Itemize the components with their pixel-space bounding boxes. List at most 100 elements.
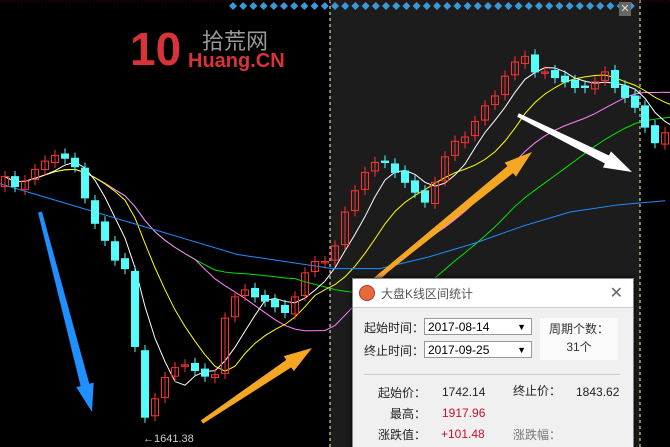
candle-up xyxy=(181,364,189,367)
high-value: 1917.96 xyxy=(442,406,486,420)
top-marker xyxy=(453,2,462,10)
end-price-label: 终止价： xyxy=(513,384,562,398)
end-time-select[interactable]: 2017-09-25 ▼ xyxy=(424,341,532,358)
top-marker xyxy=(249,2,258,10)
candle-down xyxy=(571,79,579,88)
candle-down xyxy=(81,167,89,199)
candle-down xyxy=(61,153,69,159)
divider xyxy=(364,374,620,375)
pullback-arrow xyxy=(517,113,632,172)
candle-down xyxy=(121,258,129,270)
candle-up xyxy=(301,272,309,296)
top-marker xyxy=(351,2,360,10)
candle-up xyxy=(451,140,459,156)
chevron-down-icon: ▼ xyxy=(517,322,526,332)
candle-up xyxy=(241,289,249,296)
ma60-line xyxy=(0,183,666,270)
down-trend-arrow xyxy=(38,211,94,412)
dialog-title: 大盘K线区间统计 xyxy=(381,286,474,301)
top-marker xyxy=(402,2,411,10)
candle-down xyxy=(91,200,99,224)
candle-down xyxy=(101,221,109,241)
top-marker xyxy=(269,2,278,10)
candle-down xyxy=(411,180,419,193)
candle-up xyxy=(31,169,39,180)
dialog-titlebar[interactable]: 大盘K线区间统计 ✕ xyxy=(353,279,633,308)
top-marker xyxy=(229,2,237,10)
candle-down xyxy=(191,362,199,371)
start-time-select[interactable]: 2017-08-14 ▼ xyxy=(424,318,532,335)
top-marker xyxy=(555,2,564,10)
ma20-line xyxy=(4,91,670,332)
candle-down xyxy=(131,270,139,347)
candle-down xyxy=(581,85,589,88)
change-label: 涨跌值： xyxy=(378,428,427,442)
candle-down xyxy=(551,70,559,79)
top-marker xyxy=(596,2,605,10)
candle-down xyxy=(381,160,389,163)
period-count-box: 周期个数： 31个 xyxy=(540,318,618,360)
top-marker xyxy=(371,2,380,10)
candle-down xyxy=(11,176,19,188)
top-marker xyxy=(300,2,309,10)
candle-up xyxy=(371,161,379,172)
candle-up xyxy=(341,211,349,246)
candle-up xyxy=(321,261,329,264)
candle-down xyxy=(141,350,149,418)
close-icon[interactable]: ✕ xyxy=(609,285,623,302)
candle-up xyxy=(311,261,319,272)
candle-up xyxy=(481,105,489,121)
end-price-value: 1843.62 xyxy=(576,385,620,399)
high-label: 最高： xyxy=(390,407,427,421)
candle-up xyxy=(501,75,509,96)
top-marker xyxy=(422,2,431,10)
candle-up xyxy=(291,296,299,315)
candle-down xyxy=(561,75,569,83)
top-marker xyxy=(524,2,533,10)
top-marker xyxy=(412,2,421,10)
up-trend-arrow-1 xyxy=(200,348,312,424)
start-price-value: 1742.14 xyxy=(442,385,486,399)
candle-up xyxy=(661,132,669,145)
candle-down xyxy=(621,85,629,98)
candle-down xyxy=(111,241,119,261)
ma10-line xyxy=(4,74,670,372)
candle-down xyxy=(271,299,279,308)
watermark-logo-mark: 10 xyxy=(130,23,182,75)
period-count-label: 周期个数： xyxy=(548,322,609,336)
candle-down xyxy=(421,190,429,203)
chevron-down-icon: ▼ xyxy=(517,345,526,355)
candle-up xyxy=(511,61,519,76)
watermark-logo: 10 拾荒网 Huang.CN xyxy=(130,22,285,76)
top-marker xyxy=(290,2,299,10)
ma5-line xyxy=(4,67,670,386)
top-marker xyxy=(473,2,482,10)
top-marker xyxy=(535,2,543,10)
candle-down xyxy=(261,295,269,302)
candle-up xyxy=(491,95,499,105)
candle-up xyxy=(151,398,159,417)
candle-up xyxy=(591,81,599,90)
top-marker xyxy=(586,2,594,10)
start-time-label: 起始时间： xyxy=(364,321,425,335)
top-marker xyxy=(382,2,390,10)
top-marker xyxy=(484,2,492,10)
top-marker xyxy=(463,2,472,10)
end-time-label: 终止时间： xyxy=(364,344,425,358)
candle-down xyxy=(531,54,539,73)
candle-up xyxy=(361,171,369,190)
top-marker xyxy=(494,2,503,10)
top-marker xyxy=(565,2,574,10)
close-selection-button[interactable]: ✕ xyxy=(619,2,631,16)
candle-up xyxy=(521,55,529,64)
candle-up xyxy=(351,190,359,212)
candle-up xyxy=(221,317,229,374)
top-marker xyxy=(331,2,339,10)
candle-up xyxy=(161,377,169,398)
candle-up xyxy=(41,160,49,171)
candle-down xyxy=(611,70,619,88)
candle-up xyxy=(601,71,609,81)
candle-down xyxy=(281,304,289,313)
watermark-en: Huang.CN xyxy=(188,50,285,72)
